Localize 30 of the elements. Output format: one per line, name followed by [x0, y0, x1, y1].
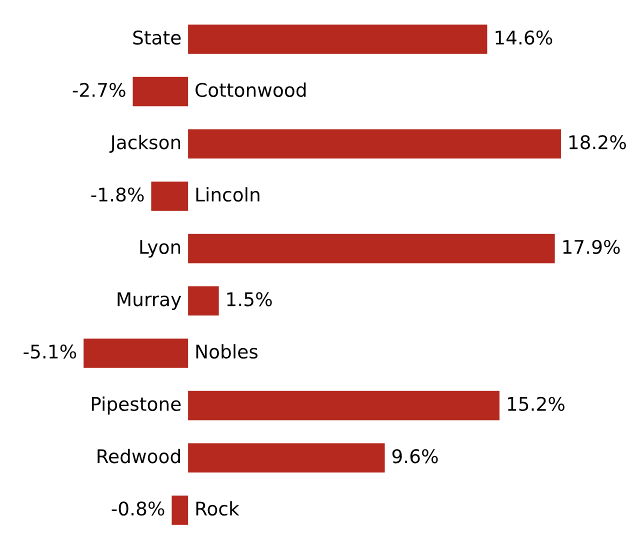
bar — [172, 496, 188, 525]
y-tick-label: State — [133, 30, 181, 45]
y-tick-label: Redwood — [98, 448, 180, 464]
y-tick-label: Lincoln — [196, 187, 260, 202]
bar — [151, 182, 188, 211]
y-tick-label: Pipestone — [92, 396, 181, 415]
y-tick-label: Cottonwood — [196, 82, 306, 98]
data-label: 15.2% — [508, 396, 564, 411]
y-tick-label: Nobles — [196, 344, 258, 359]
data-label: 18.2% — [569, 135, 626, 150]
bar — [132, 76, 188, 106]
data-label: -5.1% — [24, 344, 76, 359]
data-label: -1.8% — [91, 187, 144, 202]
bar — [84, 338, 188, 368]
bar — [188, 129, 561, 159]
bar — [188, 443, 385, 473]
data-label: -2.7% — [72, 82, 126, 98]
bar — [188, 286, 219, 316]
y-tick-label: Lyon — [140, 240, 180, 258]
bar — [188, 234, 555, 264]
bar — [188, 390, 500, 420]
data-label: 17.9% — [563, 240, 620, 254]
data-label: 1.5% — [227, 292, 272, 306]
data-label: 9.6% — [392, 449, 438, 464]
y-tick-label: Jackson — [109, 134, 180, 153]
data-label: -0.8% — [112, 501, 164, 516]
data-label: 14.6% — [496, 30, 552, 45]
bar — [188, 24, 488, 54]
y-tick-label: Murray — [118, 292, 182, 310]
y-tick-label: Rock — [196, 501, 240, 516]
